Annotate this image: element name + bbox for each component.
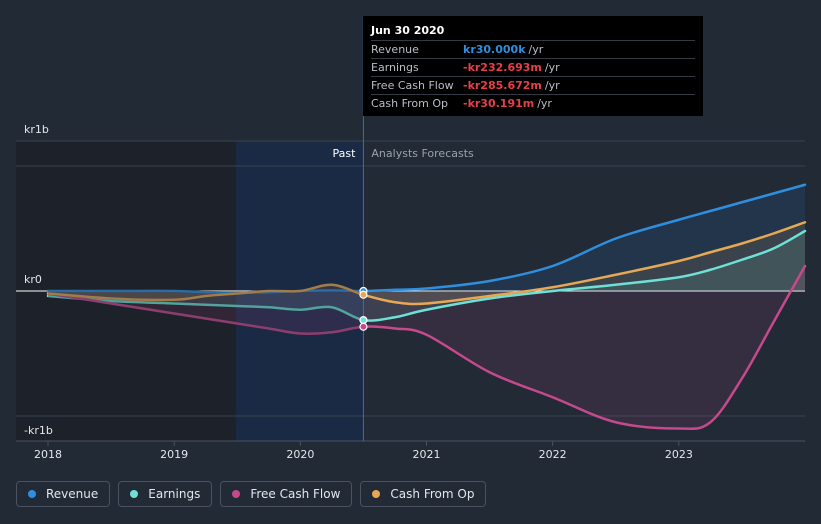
chart-tooltip: Jun 30 2020 Revenue kr30.000k /yr Earnin… <box>363 16 703 116</box>
tooltip-value: kr30.000k <box>463 43 526 56</box>
tooltip-label: Earnings <box>371 61 419 74</box>
legend-label: Free Cash Flow <box>250 487 341 501</box>
series-area <box>48 231 805 321</box>
legend-label: Revenue <box>46 487 99 501</box>
legend-dot-icon <box>28 490 36 498</box>
series-line-past-dim <box>47 288 364 295</box>
legend-item-earnings[interactable]: Earnings <box>118 481 213 507</box>
series-line <box>46 264 807 430</box>
tooltip-row-cash-from-op: Cash From Op -kr30.191m /yr <box>371 94 695 112</box>
series-line-past-dim <box>47 292 364 336</box>
tooltip-label: Revenue <box>371 43 419 56</box>
legend-dot-icon <box>372 490 381 498</box>
series-line-past-dim <box>47 283 364 302</box>
past-label: Past <box>332 147 356 160</box>
x-tick-label: 2022 <box>539 448 567 461</box>
y-tick-label: kr1b <box>24 123 49 136</box>
x-tick-label: 2021 <box>413 448 441 461</box>
highlight-point <box>359 315 368 325</box>
series-line <box>46 229 807 322</box>
series-line <box>46 183 807 295</box>
tooltip-label: Cash From Op <box>371 97 449 110</box>
legend-item-revenue[interactable]: Revenue <box>16 481 111 507</box>
x-tick-label: 2018 <box>34 448 62 461</box>
tooltip-label: Free Cash Flow <box>371 79 454 92</box>
legend-dot-icon <box>130 490 139 498</box>
x-tick-label: 2019 <box>160 448 188 461</box>
legend-dot-icon <box>232 490 241 498</box>
chart-legend: Revenue Earnings Free Cash Flow Cash Fro… <box>16 481 487 507</box>
y-tick-label: -kr1b <box>24 424 53 437</box>
forecast-label: Analysts Forecasts <box>371 147 474 160</box>
highlight-point <box>359 322 368 331</box>
x-tick-label: 2023 <box>665 448 693 461</box>
highlight-point <box>359 290 368 299</box>
tooltip-value: -kr30.191m <box>463 97 535 110</box>
y-tick-label: kr0 <box>24 273 42 286</box>
tooltip-unit: /yr <box>544 61 560 74</box>
tooltip-row-earnings: Earnings -kr232.693m /yr <box>371 58 695 76</box>
tooltip-row-revenue: Revenue kr30.000k /yr <box>371 40 695 58</box>
series-line-past-dim <box>47 294 364 322</box>
legend-item-cash-from-op[interactable]: Cash From Op <box>360 481 487 507</box>
x-tick-label: 2020 <box>286 448 314 461</box>
tooltip-row-free-cash-flow: Free Cash Flow -kr285.672m /yr <box>371 76 695 94</box>
tooltip-value: -kr285.672m <box>463 79 542 92</box>
series-area <box>48 184 805 293</box>
legend-item-free-cash-flow[interactable]: Free Cash Flow <box>220 481 353 507</box>
legend-label: Earnings <box>148 487 201 501</box>
legend-label: Cash From Op <box>390 487 475 501</box>
series-line <box>46 221 807 306</box>
tooltip-value: -kr232.693m <box>463 61 542 74</box>
tooltip-unit: /yr <box>528 43 544 56</box>
tooltip-unit: /yr <box>544 79 560 92</box>
tooltip-title: Jun 30 2020 <box>371 24 445 37</box>
tooltip-unit: /yr <box>537 97 552 110</box>
